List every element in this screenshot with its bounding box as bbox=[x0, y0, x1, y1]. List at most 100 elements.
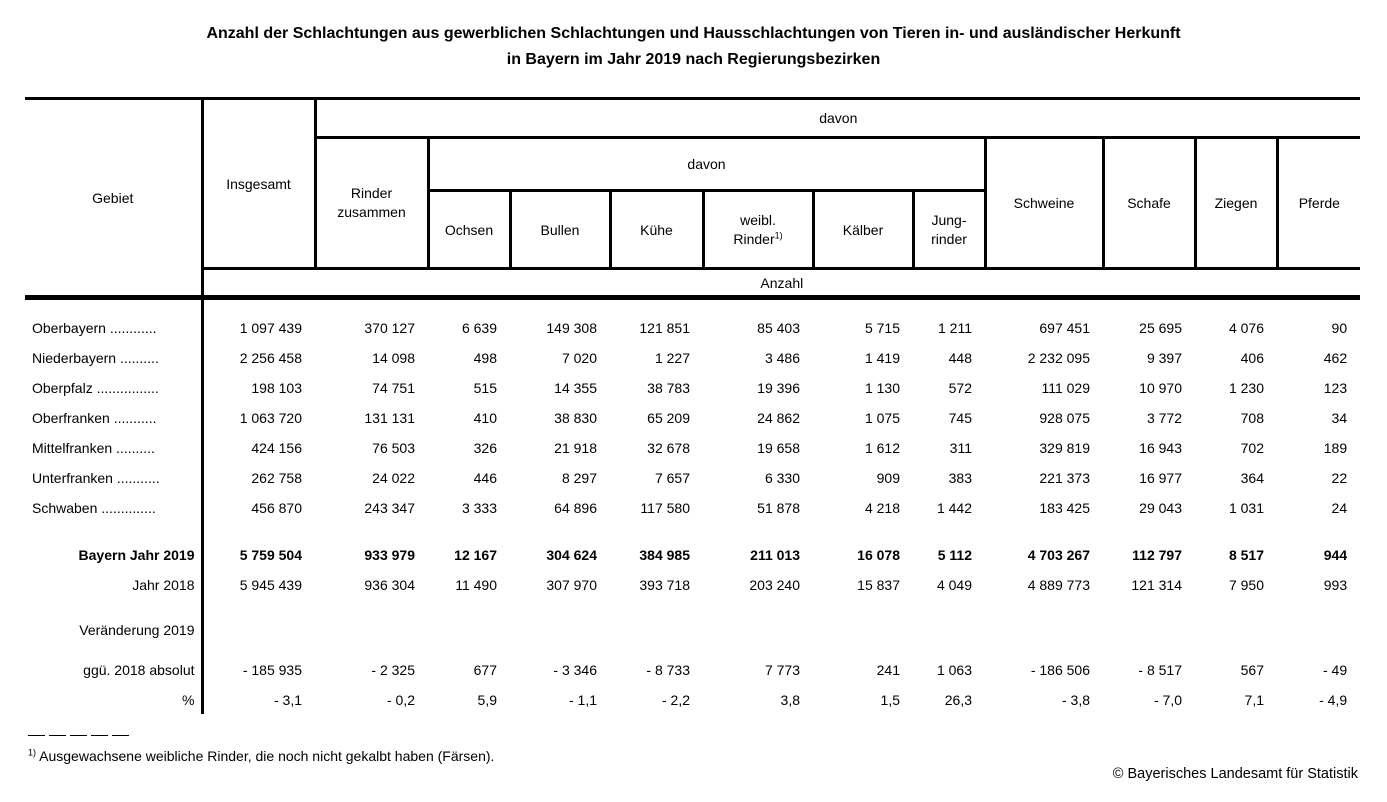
value-cell: 677 bbox=[473, 661, 497, 678]
value-cell: 944 bbox=[1323, 546, 1348, 563]
value-cell: 393 718 bbox=[639, 576, 690, 593]
value-cell: 24 bbox=[1331, 499, 1348, 516]
value-cell: 25 695 bbox=[1139, 319, 1182, 336]
value-cell: 410 bbox=[473, 409, 497, 426]
value-cell: 326 bbox=[473, 439, 497, 456]
value-cell: 1 063 720 bbox=[239, 409, 302, 426]
value-cell: 567 bbox=[1240, 661, 1264, 678]
value-cell: 16 977 bbox=[1139, 469, 1182, 486]
value-cell: 203 240 bbox=[749, 576, 800, 593]
value-cell: 307 970 bbox=[546, 576, 597, 593]
table-row: Veränderung 2019 bbox=[25, 598, 1360, 644]
value-cell: - 2 325 bbox=[371, 661, 415, 678]
row-label: Oberfranken ........... bbox=[25, 401, 204, 432]
value-cell: 16 078 bbox=[857, 546, 900, 563]
table-row: % - 3,1 - 0,2 5,9 - 1,1 - 2,2 3,8 1,5 26,3 - 3,8 -… bbox=[25, 683, 1360, 714]
value-cell: 12 167 bbox=[454, 546, 497, 563]
value-cell bbox=[315, 599, 428, 644]
row-label: Schwaben .............. bbox=[25, 491, 204, 522]
value-cell: 5 759 504 bbox=[239, 546, 302, 563]
value-cell: 311 bbox=[949, 439, 972, 456]
col-header-rinder-zusammen: Rinder zusammen bbox=[315, 137, 430, 270]
table-row: Mittelfranken .......... 424 156 76 503 326… bbox=[25, 431, 1360, 462]
value-cell: 241 bbox=[876, 661, 900, 678]
value-cell: 329 819 bbox=[1039, 439, 1090, 456]
value-cell: - 3,1 bbox=[273, 691, 302, 708]
col-header-weibl-line2: Rinder1) bbox=[705, 230, 812, 249]
value-cell: 2 232 095 bbox=[1027, 349, 1090, 366]
page-title: Anzahl der Schlachtungen aus gewerbliche… bbox=[0, 21, 1387, 73]
value-cell: 5 945 439 bbox=[239, 576, 302, 593]
table-row: Oberpfalz ................ 198 103 74 751 5… bbox=[25, 371, 1360, 402]
value-cell: 462 bbox=[1323, 349, 1348, 366]
footnote-marker-icon: 1) bbox=[774, 229, 783, 240]
value-cell: - 4,9 bbox=[1319, 691, 1348, 708]
value-cell: 111 029 bbox=[1041, 379, 1090, 396]
value-cell: - 3 346 bbox=[553, 661, 597, 678]
value-cell bbox=[703, 599, 813, 644]
col-header-davon-top: davon bbox=[315, 97, 1361, 139]
value-cell: 1 063 bbox=[936, 661, 972, 678]
value-cell: 7 773 bbox=[764, 661, 800, 678]
footnote-marker: 1) bbox=[28, 747, 37, 758]
value-cell: 3 486 bbox=[764, 349, 800, 366]
value-cell: 51 878 bbox=[757, 499, 800, 516]
value-cell: 383 bbox=[948, 469, 972, 486]
col-header-pferde: Pferde bbox=[1277, 137, 1361, 270]
value-cell: - 8 517 bbox=[1138, 661, 1182, 678]
table-row: Unterfranken ........... 262 758 24 022 446… bbox=[25, 461, 1360, 492]
value-cell: 221 373 bbox=[1039, 469, 1090, 486]
table-row: Schwaben .............. 456 870 243 347 3 3… bbox=[25, 491, 1360, 522]
value-cell: 909 bbox=[876, 469, 900, 486]
col-header-bullen: Bullen bbox=[510, 190, 612, 270]
value-cell: 262 758 bbox=[251, 469, 302, 486]
col-header-jung-line2: rinder bbox=[931, 230, 967, 247]
value-cell bbox=[428, 599, 510, 644]
row-label: Niederbayern .......... bbox=[25, 341, 204, 372]
table-row: Niederbayern .......... 2 256 458 14 098 49… bbox=[25, 341, 1360, 372]
value-cell: 1 031 bbox=[1228, 499, 1264, 516]
footnote: 1) Ausgewachsene weibliche Rinder, die n… bbox=[28, 746, 494, 766]
value-cell: 3,8 bbox=[780, 691, 800, 708]
value-cell: 406 bbox=[1240, 349, 1264, 366]
value-cell bbox=[610, 599, 703, 644]
copyright-notice: © Bayerisches Landesamt für Statistik bbox=[1112, 766, 1358, 782]
value-cell: 14 098 bbox=[372, 349, 415, 366]
row-label: ggü. 2018 absolut bbox=[25, 643, 204, 684]
value-cell: 15 837 bbox=[857, 576, 900, 593]
value-cell: 5,9 bbox=[477, 691, 497, 708]
value-cell: 24 862 bbox=[757, 409, 800, 426]
value-cell: 34 bbox=[1331, 409, 1348, 426]
value-cell: - 2,2 bbox=[661, 691, 690, 708]
table-body: Oberbayern ............ 1 097 439 370 127 6… bbox=[25, 297, 1360, 714]
value-cell: 456 870 bbox=[251, 499, 302, 516]
value-cell: - 185 935 bbox=[242, 661, 302, 678]
footnote-rule bbox=[28, 735, 131, 736]
value-cell: 85 403 bbox=[757, 319, 800, 336]
row-label: Oberpfalz ................ bbox=[25, 371, 204, 402]
value-cell: 936 304 bbox=[364, 576, 415, 593]
value-cell: 149 308 bbox=[546, 319, 597, 336]
value-cell: 515 bbox=[473, 379, 497, 396]
value-cell: 22 bbox=[1331, 469, 1348, 486]
col-header-insgesamt: Insgesamt bbox=[202, 97, 317, 270]
col-header-ziegen: Ziegen bbox=[1195, 137, 1279, 270]
value-cell: 1 612 bbox=[864, 439, 900, 456]
value-cell: - 3,8 bbox=[1061, 691, 1090, 708]
value-cell: 121 851 bbox=[639, 319, 690, 336]
value-cell: 370 127 bbox=[364, 319, 415, 336]
value-cell: 183 425 bbox=[1039, 499, 1090, 516]
value-cell: 4 076 bbox=[1228, 319, 1264, 336]
value-cell: 1 419 bbox=[864, 349, 900, 366]
value-cell bbox=[913, 599, 985, 644]
value-cell bbox=[202, 599, 315, 644]
value-cell: 21 918 bbox=[554, 439, 597, 456]
value-cell: 448 bbox=[948, 349, 972, 366]
value-cell: 19 658 bbox=[757, 439, 800, 456]
value-cell: 697 451 bbox=[1039, 319, 1090, 336]
value-cell: 11 490 bbox=[455, 576, 497, 593]
value-cell: 702 bbox=[1240, 439, 1264, 456]
value-cell: 29 043 bbox=[1139, 499, 1182, 516]
col-header-ochsen: Ochsen bbox=[428, 190, 512, 270]
value-cell: 32 678 bbox=[647, 439, 690, 456]
